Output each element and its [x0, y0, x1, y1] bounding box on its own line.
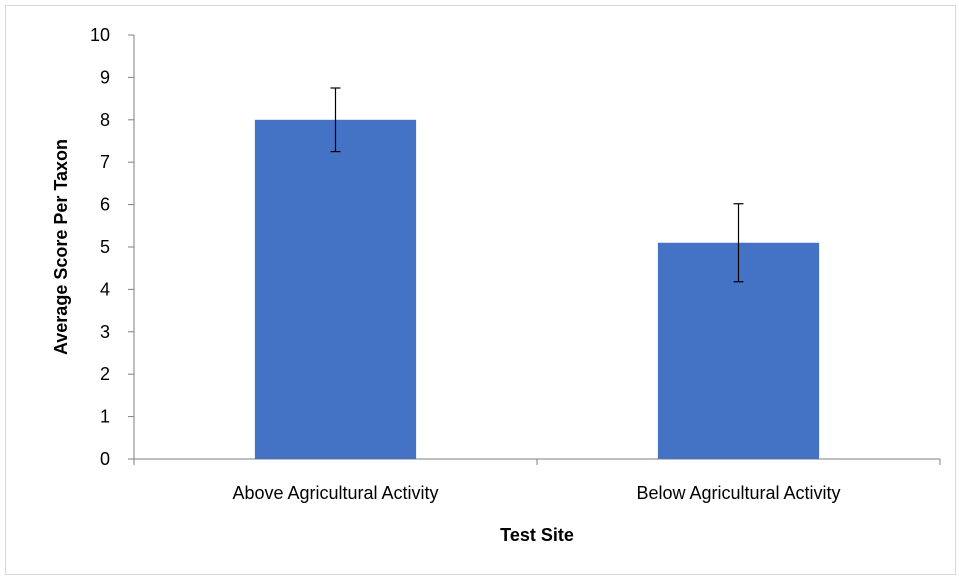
- x-axis-title: Test Site: [500, 525, 574, 545]
- bars: [254, 119, 820, 460]
- y-axis-title: Average Score Per Taxon: [51, 139, 71, 355]
- y-tick-labels: 0 1 2 3 4 5 6 7 8 9 10: [90, 25, 110, 469]
- y-tick-label: 4: [100, 279, 110, 299]
- y-tick-label: 0: [100, 449, 110, 469]
- y-tick-label: 5: [100, 237, 110, 257]
- bar: [254, 119, 417, 460]
- x-category-labels: Above Agricultural Activity Below Agricul…: [232, 483, 840, 503]
- x-category-label: Above Agricultural Activity: [232, 483, 438, 503]
- y-tick-label: 9: [100, 67, 110, 87]
- error-bars: [330, 87, 744, 283]
- error-bar: [733, 203, 744, 283]
- error-bar: [330, 87, 341, 153]
- y-tick-label: 6: [100, 195, 110, 215]
- y-tick-label: 10: [90, 25, 110, 45]
- y-tick-label: 2: [100, 364, 110, 384]
- y-tick-label: 7: [100, 152, 110, 172]
- x-category-label: Below Agricultural Activity: [636, 483, 840, 503]
- y-tick-label: 8: [100, 110, 110, 130]
- y-tick-label: 1: [100, 407, 110, 427]
- y-tick-label: 3: [100, 322, 110, 342]
